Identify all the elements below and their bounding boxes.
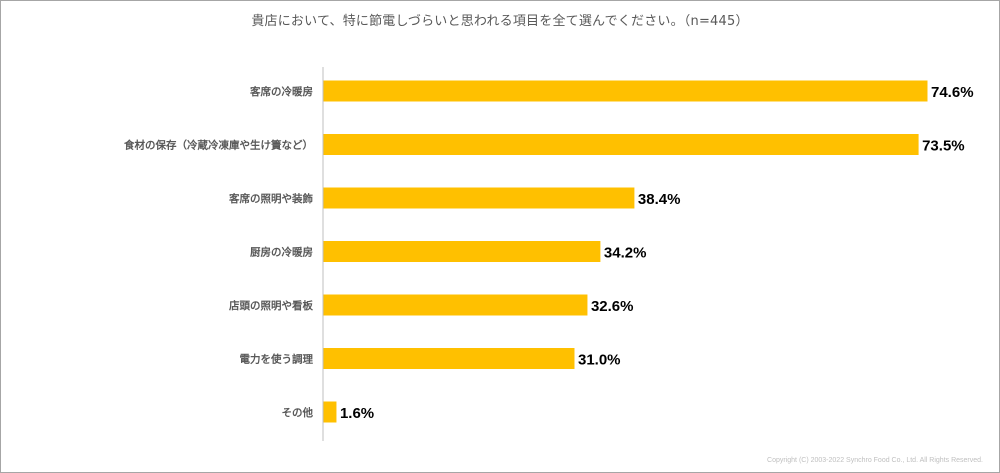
category-label-5: 電力を使う調理 xyxy=(240,353,314,366)
category-label-0: 客席の冷暖房 xyxy=(249,85,313,98)
category-label-2: 客席の照明や装飾 xyxy=(228,192,313,205)
value-label-0: 74.6% xyxy=(931,84,974,101)
bar-4 xyxy=(323,294,588,316)
chart-title: 貴店において、特に節電しづらいと思われる項目を全て選んでください。（n=445） xyxy=(251,14,749,29)
bar-5 xyxy=(323,348,575,369)
value-label-6: 1.6% xyxy=(340,405,374,422)
category-label-4: 店頭の照明や看板 xyxy=(228,299,313,312)
bar-0 xyxy=(323,80,928,102)
bar-1 xyxy=(323,134,919,155)
bar-3 xyxy=(323,241,601,262)
value-label-2: 38.4% xyxy=(638,191,681,208)
category-label-3: 厨房の冷暖房 xyxy=(250,246,313,259)
category-label-1: 食材の保存（冷蔵冷凍庫や生け簀など） xyxy=(123,139,313,152)
value-label-5: 31.0% xyxy=(578,352,621,369)
value-label-3: 34.2% xyxy=(604,245,647,262)
bar-6 xyxy=(323,401,337,423)
value-label-1: 73.5% xyxy=(922,138,965,155)
bar-2 xyxy=(323,187,635,209)
value-label-4: 32.6% xyxy=(591,298,634,315)
category-label-6: その他 xyxy=(282,406,314,419)
copyright-notice: Copyright (C) 2003-2022 Synchro Food Co.… xyxy=(767,457,983,464)
